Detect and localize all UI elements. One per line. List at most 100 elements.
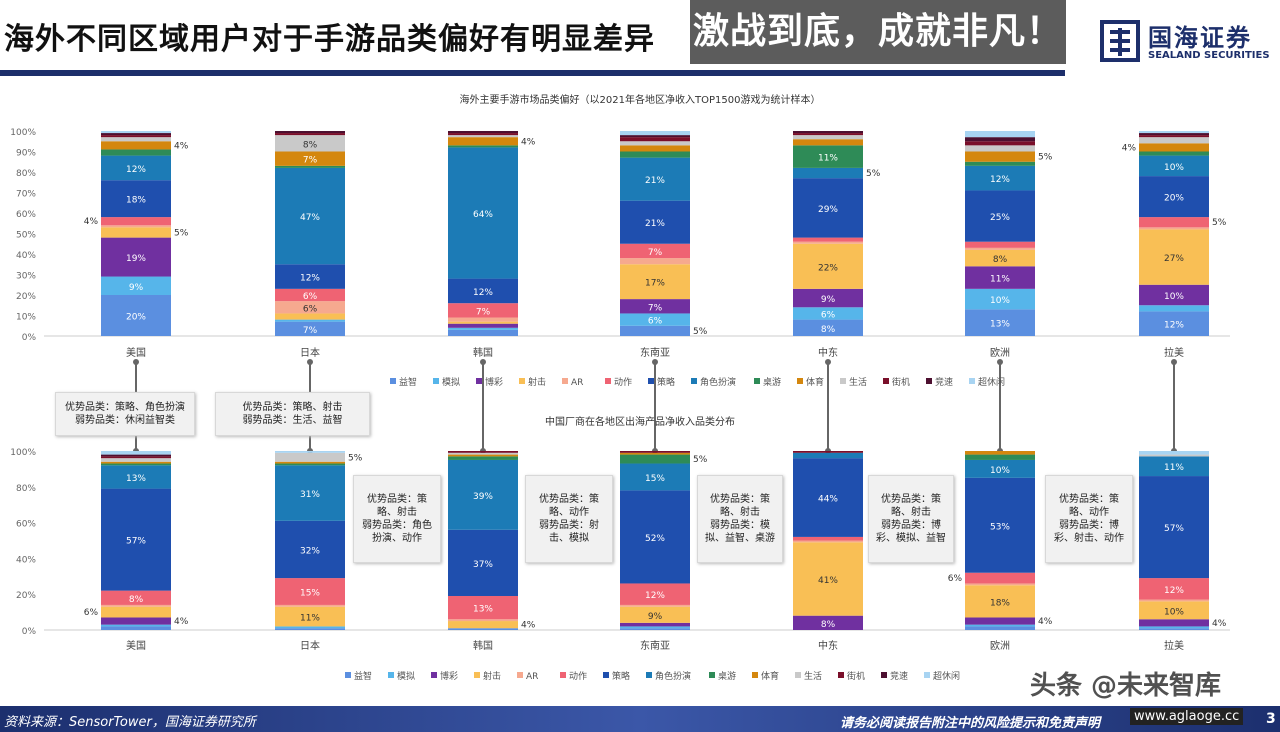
bar-segment: [101, 133, 171, 136]
legend-label: 街机: [847, 670, 865, 682]
bar-segment: [448, 135, 518, 138]
legend-label: 竞速: [935, 376, 953, 388]
data-label: 12%: [126, 165, 146, 175]
bar-segment: [275, 520, 345, 579]
legend-swatch: [754, 378, 760, 384]
logo-text-cn: 国海证券: [1148, 24, 1252, 52]
data-label: 4%: [1212, 619, 1227, 629]
bar-segment: [1139, 176, 1209, 218]
callout-box: 优势品类：策略、角色扮演 弱势品类：休闲益智类: [55, 392, 195, 436]
bar-segment: [620, 606, 690, 623]
legend-swatch: [433, 378, 439, 384]
data-label: 5%: [693, 327, 708, 337]
data-label: 18%: [126, 196, 146, 206]
legend-label: 体育: [806, 376, 824, 388]
data-label: 4%: [521, 137, 536, 147]
data-label: 21%: [645, 219, 665, 229]
bar-segment: [448, 323, 518, 328]
bar-segment: [1139, 131, 1209, 134]
data-label: 9%: [821, 295, 836, 305]
bar-segment: [1139, 628, 1209, 630]
bar-segment: [965, 131, 1035, 138]
data-label: 13%: [990, 320, 1010, 330]
bar-segment: [793, 615, 863, 630]
legend-label: 生活: [849, 376, 867, 388]
y-tick-label: 100%: [10, 128, 36, 138]
bar-segment: [1139, 143, 1209, 152]
bar-segment: [448, 329, 518, 336]
bar-segment: [448, 456, 518, 460]
connector-dot: [997, 359, 1003, 365]
legend-swatch: [562, 378, 568, 384]
bar-segment: [1139, 311, 1209, 336]
legend-label: 动作: [569, 670, 587, 682]
data-label: 8%: [821, 325, 836, 335]
data-label: 18%: [990, 598, 1010, 608]
y-tick-label: 0%: [22, 627, 37, 637]
bar-segment: [620, 626, 690, 629]
bar-segment: [620, 325, 690, 336]
bar-segment: [101, 180, 171, 218]
callout-box: 优势品类：策略、射击 弱势品类：角色扮演、动作: [353, 475, 441, 563]
legend-label: 益智: [354, 670, 372, 682]
legend-label: 益智: [399, 376, 417, 388]
category-label: 美国: [126, 346, 146, 359]
data-label: 5%: [693, 455, 708, 465]
bar-segment: [448, 619, 518, 622]
bar-segment: [1139, 456, 1209, 477]
y-tick-label: 100%: [10, 448, 36, 458]
bar-segment: [448, 145, 518, 148]
bar-segment: [101, 458, 171, 462]
bar-segment: [620, 151, 690, 158]
bar-segment: [101, 227, 171, 238]
bar-segment: [448, 137, 518, 146]
bar-segment: [965, 477, 1035, 573]
bar-segment: [275, 288, 345, 302]
data-label: 11%: [1164, 463, 1184, 473]
bar-segment: [275, 321, 345, 336]
data-label: 12%: [1164, 586, 1184, 596]
legend-swatch: [691, 378, 697, 384]
bar-segment: [620, 141, 690, 146]
category-label: 美国: [126, 639, 146, 652]
bar-segment: [793, 307, 863, 320]
bar-segment: [965, 145, 1035, 152]
connector-dot: [133, 359, 139, 365]
bar-segment: [101, 131, 171, 134]
legend-label: 策略: [612, 670, 630, 682]
bar-segment: [793, 452, 863, 459]
category-label: 东南亚: [640, 346, 670, 359]
legend-label: 动作: [614, 376, 632, 388]
bar-segment: [448, 317, 518, 322]
bar-segment: [620, 137, 690, 142]
data-label: 20%: [1164, 194, 1184, 204]
data-label: 39%: [473, 492, 493, 502]
legend-swatch: [797, 378, 803, 384]
bar-segment: [101, 606, 171, 618]
bar-segment: [965, 266, 1035, 289]
bar-segment: [793, 167, 863, 179]
y-tick-label: 40%: [16, 251, 36, 261]
bar-segment: [275, 451, 345, 453]
bar-segment: [1139, 451, 1209, 455]
bar-segment: [965, 161, 1035, 166]
legend-label: 街机: [892, 376, 910, 388]
data-label: 5%: [866, 169, 881, 179]
data-label: 17%: [645, 279, 665, 289]
data-label: 37%: [473, 560, 493, 570]
bar-segment: [275, 626, 345, 629]
bar-segment: [965, 624, 1035, 627]
bar-segment: [275, 301, 345, 314]
bar-segment: [275, 452, 345, 462]
data-label: 7%: [303, 326, 318, 336]
bar-segment: [965, 585, 1035, 618]
bar-segment: [1139, 599, 1209, 602]
y-tick-label: 40%: [16, 555, 36, 565]
bar-segment: [275, 463, 345, 466]
bar-segment: [101, 137, 171, 142]
data-label: 32%: [300, 546, 320, 556]
legend-label: 角色扮演: [700, 376, 736, 388]
bar-segment: [965, 247, 1035, 250]
bar-segment: [1139, 137, 1209, 144]
data-label: 41%: [818, 576, 838, 586]
